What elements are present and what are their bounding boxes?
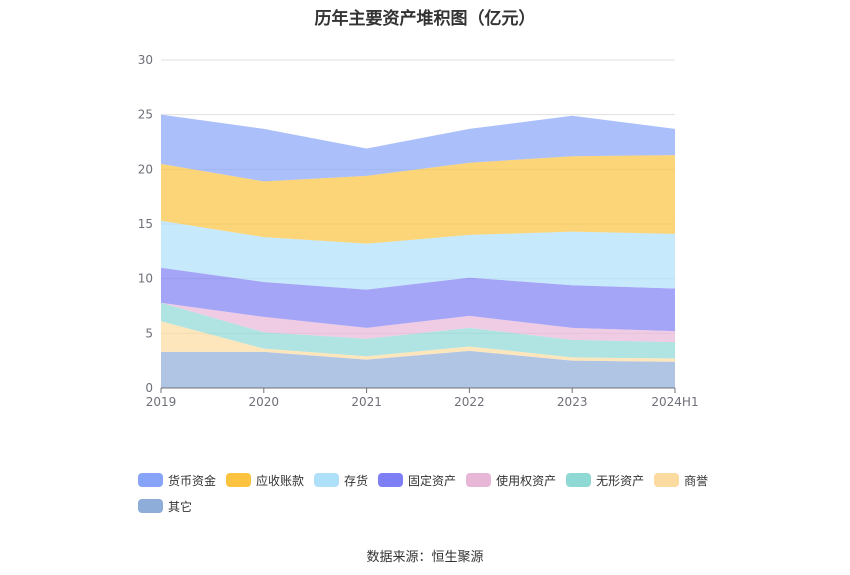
area-series-3: [161, 302, 675, 343]
legend: 货币资金 应收账款 存货 固定资产 使用权资产 无形资产 商誉其它: [138, 472, 738, 524]
stacked-area-chart: 0 5 10 15 20 25 30 2019 2020 2021 2022 2023 2024H1: [138, 53, 699, 409]
area-series-4: [161, 267, 675, 332]
x-tick-label: 2024H1: [651, 395, 698, 409]
y-tick-label: 25: [138, 108, 153, 122]
legend-label: 使用权资产: [496, 473, 557, 488]
y-tick-label: 5: [145, 326, 153, 340]
legend-item[interactable]: 固定资产: [378, 472, 456, 488]
legend-label: 其它: [168, 499, 193, 514]
x-tick-label: 2022: [454, 395, 485, 409]
legend-swatch: [466, 473, 492, 487]
legend-label: 无形资产: [596, 473, 645, 488]
legend-item[interactable]: 无形资产: [566, 472, 644, 488]
chart-title: 历年主要资产堆积图（亿元）: [314, 9, 536, 29]
legend-swatch: [654, 473, 680, 487]
legend-swatch: [314, 473, 340, 487]
y-tick-label: 15: [138, 217, 153, 231]
x-tick-label: 2023: [557, 395, 588, 409]
legend-swatch: [226, 473, 252, 487]
y-tick-label: 30: [138, 53, 153, 67]
area-series-7: [161, 114, 675, 182]
area-series-5: [161, 220, 675, 290]
legend-item[interactable]: 货币资金: [138, 472, 216, 488]
legend-swatch: [566, 473, 592, 487]
area-series-0: [161, 350, 675, 388]
legend-label: 商誉: [684, 473, 709, 488]
x-tick-label: 2021: [351, 395, 382, 409]
x-tick-label: 2020: [249, 395, 280, 409]
legend-swatch: [138, 473, 163, 487]
area-series: [161, 114, 675, 388]
legend-item[interactable]: 其它: [138, 498, 192, 514]
legend-item[interactable]: 应收账款: [226, 472, 304, 488]
data-source-note: 数据来源：恒生聚源: [366, 550, 484, 565]
legend-label: 应收账款: [256, 473, 305, 488]
legend-label: 货币资金: [168, 473, 217, 488]
area-series-2: [161, 302, 675, 359]
area-series-1: [161, 321, 675, 362]
legend-label: 固定资产: [408, 473, 457, 488]
y-tick-label: 20: [138, 162, 153, 176]
legend-item[interactable]: 商誉: [654, 472, 708, 488]
legend-swatch: [138, 499, 163, 513]
legend-item[interactable]: 存货: [314, 472, 368, 488]
legend-item[interactable]: 使用权资产: [466, 472, 556, 488]
y-tick-label: 0: [145, 381, 153, 395]
y-tick-label: 10: [138, 272, 153, 286]
axes: 0 5 10 15 20 25 30 2019 2020 2021 2022 2023 2024H1: [138, 53, 699, 409]
area-series-6: [161, 155, 675, 244]
legend-swatch: [378, 473, 404, 487]
x-tick-label: 2019: [146, 395, 177, 409]
legend-label: 存货: [344, 473, 369, 488]
